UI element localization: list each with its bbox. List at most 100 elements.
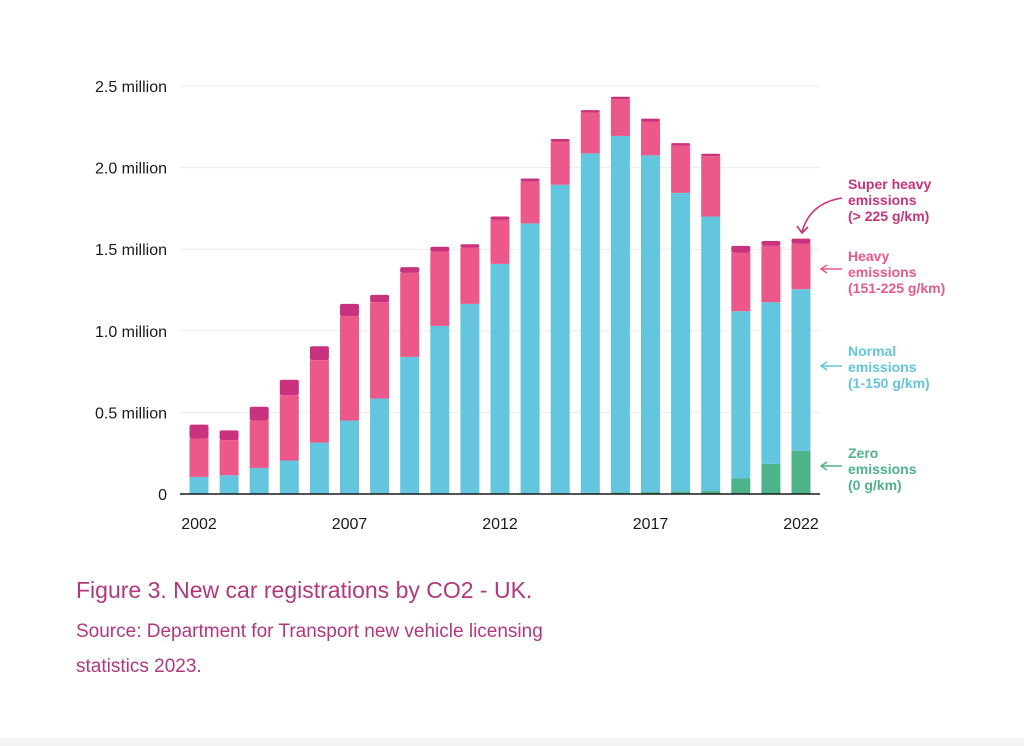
bar-segment bbox=[791, 450, 811, 494]
y-tick-label: 2.0 million bbox=[95, 161, 167, 178]
bar-segment bbox=[249, 467, 269, 494]
bar-segment bbox=[219, 430, 239, 441]
bars bbox=[189, 96, 811, 494]
y-tick-label: 1.0 million bbox=[95, 324, 167, 341]
bar-segment bbox=[189, 424, 209, 439]
bar-segment bbox=[701, 216, 721, 491]
x-tick-label: 2022 bbox=[783, 516, 819, 533]
bar-segment bbox=[761, 245, 781, 303]
bar-segment bbox=[731, 252, 751, 312]
x-tick-label: 2017 bbox=[633, 516, 669, 533]
bar-segment bbox=[701, 156, 721, 217]
bar-segment bbox=[400, 267, 420, 273]
legend-label: Heavy bbox=[848, 248, 889, 264]
bar-segment bbox=[370, 302, 390, 399]
stacked-bar-chart: 0 0.5 million 1.0 million 1.5 million 2.0 mi… bbox=[95, 79, 945, 533]
legend-arrow-head bbox=[819, 264, 828, 274]
bar-segment bbox=[249, 406, 269, 421]
legend-arrow bbox=[801, 197, 843, 233]
bar-segment bbox=[490, 216, 510, 220]
bar-segment bbox=[400, 272, 420, 357]
bar-segment bbox=[641, 118, 660, 122]
bar-segment bbox=[761, 463, 781, 494]
legend-arrow-head bbox=[819, 361, 828, 371]
bar-segment bbox=[520, 178, 540, 182]
bar-segment bbox=[791, 243, 811, 290]
bar-segment bbox=[671, 145, 691, 193]
bar-segment bbox=[249, 420, 269, 468]
figure-caption-source-line-1: Source: Department for Transport new veh… bbox=[76, 621, 543, 642]
y-tick-label: 0.5 million bbox=[95, 405, 167, 422]
bar-segment bbox=[761, 302, 781, 464]
bar-segment bbox=[520, 181, 540, 224]
bar-segment bbox=[340, 316, 359, 421]
bar-segment bbox=[189, 438, 209, 477]
bar-segment bbox=[460, 247, 480, 304]
bar-segment bbox=[460, 303, 480, 494]
bar-segment bbox=[279, 395, 299, 461]
legend-label: (> 225 g/km) bbox=[848, 208, 929, 224]
bar-segment bbox=[189, 476, 209, 494]
legend-label: emissions bbox=[848, 264, 917, 280]
bar-segment bbox=[279, 460, 299, 494]
bottom-divider-strip bbox=[0, 738, 1024, 746]
bar-segment bbox=[309, 442, 329, 494]
legend-label: Normal bbox=[848, 343, 896, 359]
bar-segment bbox=[671, 491, 691, 494]
legend-arrow-head bbox=[819, 461, 828, 471]
bar-segment bbox=[550, 141, 570, 185]
bar-segment bbox=[641, 121, 660, 156]
axes: 0 0.5 million 1.0 million 1.5 million 2.0 mi… bbox=[95, 79, 820, 533]
bar-segment bbox=[309, 346, 329, 361]
bar-segment bbox=[671, 192, 691, 492]
bar-segment bbox=[671, 143, 691, 146]
bar-segment bbox=[641, 492, 660, 494]
bar-segment bbox=[731, 245, 751, 253]
y-tick-label: 0 bbox=[158, 487, 167, 504]
bar-segment bbox=[791, 289, 811, 451]
bar-segment bbox=[430, 325, 450, 494]
legend-label: (0 g/km) bbox=[848, 477, 902, 493]
bar-segment bbox=[370, 398, 390, 494]
y-tick-label: 2.5 million bbox=[95, 79, 167, 96]
y-tick-label: 1.5 million bbox=[95, 242, 167, 259]
bar-segment bbox=[610, 96, 630, 100]
bar-segment bbox=[340, 303, 359, 317]
bar-segment bbox=[731, 478, 751, 494]
bar-segment bbox=[520, 223, 540, 494]
bar-segment bbox=[580, 110, 600, 113]
bar-segment bbox=[580, 153, 600, 493]
bar-segment bbox=[490, 263, 510, 494]
bar-segment bbox=[490, 219, 510, 264]
x-tick-label: 2012 bbox=[482, 516, 518, 533]
legend-arrow-head bbox=[796, 225, 809, 235]
bar-segment bbox=[550, 184, 570, 494]
legend-label: (1-150 g/km) bbox=[848, 375, 930, 391]
legend-label: Zero bbox=[848, 445, 878, 461]
bar-segment bbox=[701, 490, 721, 494]
bar-segment bbox=[761, 241, 781, 246]
bar-segment bbox=[279, 379, 299, 396]
bar-segment bbox=[550, 139, 570, 142]
bar-segment bbox=[400, 356, 420, 494]
bar-segment bbox=[370, 294, 390, 303]
bar-segment bbox=[791, 238, 811, 244]
bar-segment bbox=[219, 475, 239, 494]
bar-segment bbox=[430, 251, 450, 326]
x-tick-label: 2002 bbox=[181, 516, 217, 533]
x-tick-label: 2007 bbox=[332, 516, 368, 533]
bar-segment bbox=[430, 246, 450, 252]
legend-label: emissions bbox=[848, 192, 917, 208]
bar-segment bbox=[641, 155, 660, 493]
bar-segment bbox=[309, 360, 329, 443]
legend-label: (151-225 g/km) bbox=[848, 280, 945, 296]
bar-segment bbox=[340, 420, 359, 494]
figure-caption-source-line-2: statistics 2023. bbox=[76, 656, 202, 677]
bar-segment bbox=[580, 112, 600, 154]
bar-segment bbox=[460, 244, 480, 248]
figure-caption-title: Figure 3. New car registrations by CO2 -… bbox=[76, 577, 533, 603]
legend-label: Super heavy bbox=[848, 176, 931, 192]
legend-label: emissions bbox=[848, 359, 917, 375]
bar-segment bbox=[610, 99, 630, 136]
